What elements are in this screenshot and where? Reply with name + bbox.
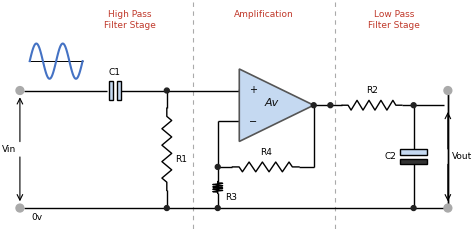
Text: +: + [249, 85, 257, 95]
Circle shape [328, 103, 333, 108]
Circle shape [16, 204, 24, 212]
Text: R1: R1 [174, 155, 187, 164]
Text: C2: C2 [384, 152, 396, 161]
Text: R2: R2 [366, 86, 378, 95]
Text: Low Pass
Filter Stage: Low Pass Filter Stage [368, 10, 420, 30]
Circle shape [215, 206, 220, 210]
Text: R3: R3 [226, 193, 237, 202]
Circle shape [16, 87, 24, 94]
Text: −: − [249, 117, 257, 127]
Text: 0v: 0v [32, 213, 43, 222]
Polygon shape [239, 69, 314, 141]
Text: C1: C1 [109, 68, 121, 77]
Circle shape [444, 87, 452, 94]
Text: R4: R4 [260, 148, 272, 157]
Bar [117, 81, 121, 100]
Bar [400, 159, 428, 164]
Bar [109, 81, 113, 100]
Circle shape [411, 103, 416, 108]
Circle shape [311, 103, 316, 108]
Circle shape [444, 204, 452, 212]
Text: Vin: Vin [2, 145, 16, 154]
Bar [400, 149, 428, 155]
Text: Amplification: Amplification [234, 10, 293, 19]
Text: High Pass
Filter Stage: High Pass Filter Stage [104, 10, 155, 30]
Circle shape [411, 206, 416, 210]
Circle shape [164, 88, 169, 93]
Text: Vout: Vout [452, 152, 472, 161]
Circle shape [215, 164, 220, 169]
Circle shape [164, 206, 169, 210]
Text: Av: Av [264, 98, 279, 108]
